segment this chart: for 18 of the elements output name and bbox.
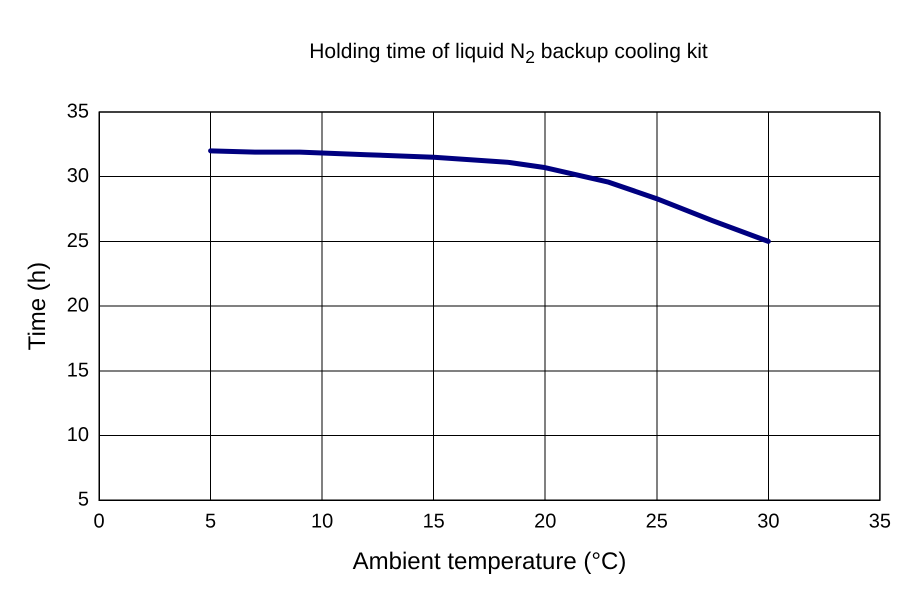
x-axis-title: Ambient temperature (°C) [352,548,626,576]
y-tick-label: 35 [66,100,90,123]
y-tick-label: 25 [66,230,90,252]
x-tick-label: 30 [757,510,780,533]
y-axis-title: Time (h) [24,262,52,350]
y-tick-label: 15 [66,359,90,382]
x-tick-label: 25 [646,510,668,533]
x-tick-label: 0 [93,510,105,533]
x-tick-label: 5 [205,510,216,533]
y-tick-label: 10 [66,424,90,446]
y-tick-label: 5 [78,488,90,511]
x-tick-label: 35 [868,510,891,533]
y-tick-label: 30 [66,165,90,188]
x-tick-label: 15 [422,510,445,533]
y-tick-label: 20 [66,294,90,317]
chart-title: Holding time of liquid N$_{2}$ backup cooling kit [308,40,709,68]
x-tick-label: 20 [534,510,556,533]
x-tick-label: 10 [311,510,334,533]
